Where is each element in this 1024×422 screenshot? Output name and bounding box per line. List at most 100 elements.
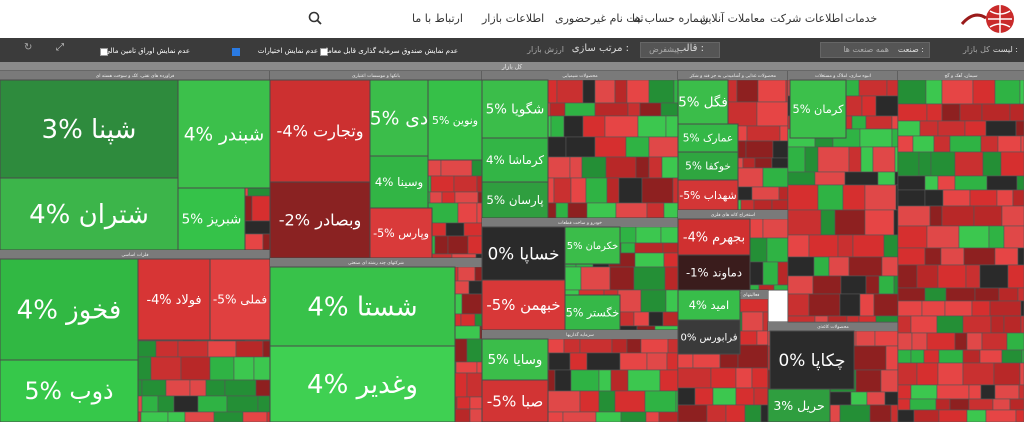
- small-tile: [891, 128, 899, 148]
- small-tile: [820, 209, 836, 236]
- tile-label: دی %5: [370, 109, 429, 130]
- template-value[interactable]: پیشفرض: [649, 45, 679, 54]
- small-tile: [235, 340, 264, 358]
- small-tile: [547, 390, 581, 413]
- industry-select[interactable]: [820, 42, 930, 58]
- small-tile: [665, 115, 679, 138]
- small-tile: [787, 315, 816, 323]
- small-tile: [941, 79, 974, 105]
- small-tile: [965, 264, 981, 289]
- nav-item[interactable]: ارتباط با ما: [412, 12, 463, 25]
- small-tile: [746, 125, 781, 142]
- tile: [0, 359, 139, 422]
- small-tile: [861, 95, 877, 117]
- checkbox[interactable]: [100, 48, 108, 56]
- small-tile: [150, 356, 182, 381]
- small-tile: [990, 315, 1005, 334]
- small-tile: [667, 338, 679, 354]
- nav-item[interactable]: اطلاعات شرکت: [770, 12, 844, 25]
- small-tile: [475, 253, 483, 259]
- small-tile: [859, 128, 893, 148]
- small-tile: [926, 103, 943, 122]
- expand-icon[interactable]: ⤢: [56, 42, 64, 53]
- small-tile: [981, 332, 1008, 351]
- small-tile: [594, 102, 629, 117]
- small-tile: [165, 379, 191, 397]
- small-tile: [787, 234, 810, 258]
- small-tile: [744, 404, 762, 422]
- small-tile: [844, 171, 879, 186]
- small-tile: [986, 175, 1018, 191]
- small-tile: [1003, 225, 1024, 249]
- small-tile: [918, 151, 932, 177]
- small-tile: [461, 293, 483, 315]
- nav-item[interactable]: معاملات آنلاین: [700, 12, 765, 25]
- nav-item[interactable]: شماره حساب ها: [632, 12, 709, 25]
- industry-value[interactable]: همه صنعت ها: [843, 45, 889, 54]
- tile: [177, 79, 271, 189]
- nav-item[interactable]: خدمات: [845, 12, 878, 25]
- refresh-icon[interactable]: ↻: [24, 42, 33, 53]
- small-tile: [762, 218, 789, 239]
- sort-value[interactable]: ارزش بازار: [527, 45, 564, 54]
- small-tile: [753, 387, 769, 406]
- small-tile: [242, 220, 271, 235]
- small-tile: [858, 315, 877, 323]
- small-tile: [610, 369, 629, 392]
- nav-item[interactable]: ثبت نام غیرحضوری: [555, 12, 644, 25]
- tile: [269, 181, 371, 259]
- small-tile: [865, 275, 880, 295]
- small-tile: [994, 247, 1019, 266]
- small-tile: [851, 115, 867, 130]
- tile: [369, 207, 433, 259]
- small-tile: [772, 140, 789, 159]
- small-tile: [842, 184, 866, 211]
- small-tile: [660, 102, 679, 117]
- small-tile: [866, 391, 886, 406]
- small-tile: [771, 157, 789, 169]
- tile-label: وبصادر %2-: [279, 211, 362, 231]
- tile-label: فگل %5: [678, 95, 727, 111]
- search-icon[interactable]: [308, 11, 322, 25]
- small-tile: [968, 398, 994, 411]
- small-tile: [897, 409, 915, 422]
- small-tile: [157, 395, 175, 413]
- small-tile: [924, 287, 947, 302]
- small-tile: [926, 225, 960, 249]
- small-tile: [1015, 409, 1024, 422]
- small-tile: [648, 311, 664, 327]
- small-tile: [430, 175, 455, 193]
- small-tile: [598, 390, 616, 413]
- sector-header: [788, 71, 898, 80]
- small-tile: [661, 156, 679, 179]
- small-tile: [897, 398, 911, 411]
- sector-name: فلزات اساسی: [122, 253, 149, 258]
- small-tile: [580, 266, 611, 291]
- checkbox[interactable]: [232, 48, 240, 56]
- small-tile: [753, 199, 773, 211]
- list-value[interactable]: کل بازار: [962, 45, 990, 54]
- nav-item[interactable]: اطلاعات بازار: [482, 12, 545, 25]
- checkbox-label: عدم نمایش صندوق سرمایه گذاری قابل معامله: [321, 47, 458, 55]
- tile-label: خوکفا %5: [685, 161, 731, 173]
- small-tile: [659, 369, 679, 392]
- small-tile: [865, 115, 893, 130]
- template-select[interactable]: [640, 42, 720, 58]
- small-tile: [751, 367, 769, 389]
- small-tile: [233, 356, 255, 381]
- small-tile: [916, 362, 939, 386]
- checkbox[interactable]: [320, 48, 328, 56]
- logo[interactable]: [960, 2, 1016, 36]
- small-tile: [626, 338, 642, 354]
- small-tile: [897, 225, 928, 249]
- sector-header: [270, 258, 482, 267]
- small-tile: [644, 390, 677, 413]
- small-tile: [434, 235, 449, 255]
- tile-label: وسینا %4: [375, 175, 423, 190]
- small-tile: [605, 156, 637, 179]
- small-tile: [969, 189, 998, 207]
- small-tile: [897, 315, 912, 334]
- small-tile: [455, 361, 478, 374]
- small-tile: [897, 103, 928, 122]
